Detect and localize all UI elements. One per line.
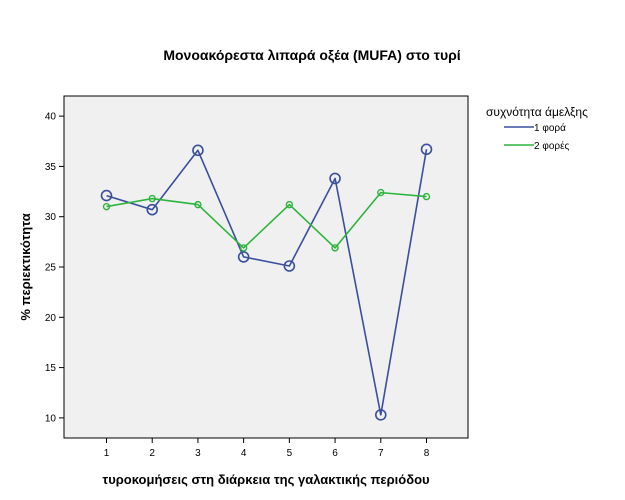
series-1-point [283, 260, 296, 272]
x-tick-label: 4 [241, 448, 247, 459]
series-1-point [420, 143, 433, 156]
series-1-point [329, 172, 341, 185]
y-tick-label: 15 [45, 363, 57, 374]
x-tick-label: 7 [378, 448, 384, 459]
y-tick-label: 25 [45, 263, 57, 274]
series-2-point [377, 188, 385, 197]
legend-label-1: 1 φορά [534, 122, 566, 134]
x-tick-label: 5 [287, 448, 293, 459]
series-1-point [100, 189, 113, 202]
x-axis-label: τυροκομήσεις στη διάρκεια της γαλακτικής… [102, 472, 430, 487]
chart-title: Μονοακόρεστα λιπαρά οξέα (MUFA) στο τυρί [163, 47, 460, 63]
series-2-point [102, 202, 111, 211]
series-2-point [239, 244, 248, 252]
series-1-point [374, 409, 387, 421]
series-1-point [192, 144, 204, 157]
x-tick-label: 3 [195, 448, 201, 459]
series-2-point [422, 192, 431, 201]
y-axis: 10 15 20 25 30 35 40 [45, 112, 64, 424]
legend: συχνότητα άμελξης 1 φορά 2 φορές [486, 105, 588, 152]
y-tick-label: 20 [45, 313, 57, 324]
y-tick-label: 35 [45, 162, 57, 173]
y-tick-label: 10 [45, 413, 57, 424]
x-tick-label: 2 [149, 448, 155, 459]
series-layer [100, 143, 433, 421]
legend-title: συχνότητα άμελξης [486, 105, 588, 119]
x-tick-label: 8 [424, 448, 430, 459]
legend-label-2: 2 φορές [534, 140, 570, 152]
y-tick-label: 30 [45, 212, 57, 223]
series-2 [102, 188, 431, 252]
x-tick-label: 6 [332, 448, 338, 459]
series-1-point [146, 203, 159, 216]
x-axis: 1 2 3 4 5 6 7 8 [104, 438, 430, 459]
plot-area [63, 95, 469, 439]
y-tick-label: 40 [45, 112, 57, 123]
series-2-line [106, 191, 427, 249]
series-2-point [285, 200, 294, 209]
x-tick-label: 1 [104, 448, 110, 459]
series-1-point [237, 251, 250, 263]
series-2-point [148, 194, 156, 203]
series-2-point [331, 244, 339, 252]
series-2-point [194, 200, 202, 209]
y-axis-label: % περιεκτικότητα [18, 213, 33, 320]
